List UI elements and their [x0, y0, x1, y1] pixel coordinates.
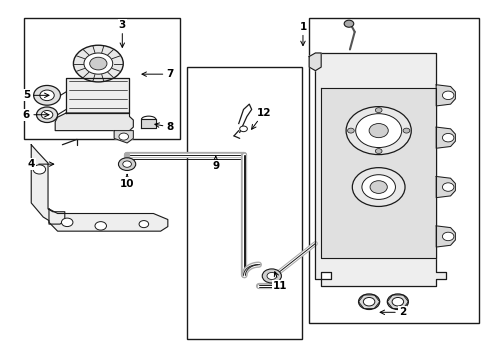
Circle shape — [442, 232, 453, 241]
Circle shape — [358, 294, 379, 310]
Circle shape — [41, 111, 53, 119]
Circle shape — [402, 128, 409, 133]
Circle shape — [386, 294, 407, 310]
Circle shape — [239, 126, 247, 132]
Text: 9: 9 — [212, 156, 219, 171]
Circle shape — [442, 91, 453, 100]
Polygon shape — [66, 78, 129, 113]
Circle shape — [89, 57, 107, 70]
Text: 7: 7 — [142, 69, 174, 79]
Circle shape — [118, 158, 136, 171]
Polygon shape — [435, 176, 454, 198]
Circle shape — [351, 168, 404, 207]
Circle shape — [442, 183, 453, 191]
Circle shape — [346, 107, 410, 154]
Circle shape — [262, 269, 281, 283]
Polygon shape — [308, 53, 321, 71]
Circle shape — [266, 273, 276, 279]
Circle shape — [139, 221, 148, 228]
Bar — [308, 18, 478, 323]
Circle shape — [442, 134, 453, 142]
Circle shape — [95, 222, 106, 230]
Text: 5: 5 — [23, 90, 49, 100]
Text: 11: 11 — [273, 272, 287, 291]
Polygon shape — [321, 88, 435, 258]
Polygon shape — [435, 226, 454, 247]
Circle shape — [73, 45, 123, 82]
Polygon shape — [114, 131, 133, 143]
Circle shape — [375, 149, 381, 153]
Text: 10: 10 — [120, 175, 134, 189]
Circle shape — [391, 297, 403, 306]
Circle shape — [375, 108, 381, 113]
Text: 12: 12 — [251, 108, 270, 129]
Circle shape — [368, 123, 387, 138]
Bar — [24, 18, 180, 139]
Circle shape — [344, 20, 353, 27]
Circle shape — [33, 165, 45, 174]
Circle shape — [369, 181, 386, 193]
Circle shape — [122, 161, 131, 167]
Polygon shape — [141, 119, 156, 128]
Circle shape — [361, 175, 395, 199]
Circle shape — [347, 128, 353, 133]
Bar — [186, 67, 302, 339]
Circle shape — [34, 85, 61, 105]
Circle shape — [40, 90, 54, 100]
Polygon shape — [435, 85, 454, 106]
Circle shape — [355, 114, 401, 148]
Text: 2: 2 — [379, 307, 406, 317]
Circle shape — [37, 107, 58, 122]
Polygon shape — [49, 209, 167, 231]
Polygon shape — [315, 53, 445, 286]
Circle shape — [119, 133, 128, 140]
Polygon shape — [55, 113, 133, 131]
Circle shape — [61, 218, 73, 226]
Text: 4: 4 — [27, 159, 54, 169]
Polygon shape — [31, 145, 64, 224]
Text: 3: 3 — [119, 20, 126, 48]
Text: 8: 8 — [155, 122, 174, 132]
Circle shape — [84, 53, 112, 74]
Text: 6: 6 — [23, 110, 49, 120]
Circle shape — [363, 297, 374, 306]
Polygon shape — [435, 127, 454, 148]
Text: 1: 1 — [299, 22, 306, 46]
